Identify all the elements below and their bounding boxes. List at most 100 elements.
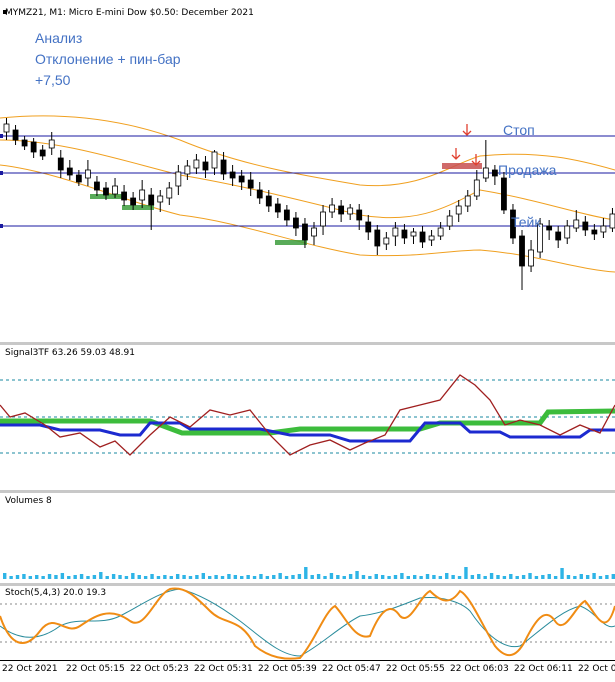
volume-bar [99,572,103,579]
volume-bar [464,567,468,579]
candle-body [437,227,444,237]
volumes-pane[interactable]: Volumes 8 [0,493,615,583]
candle-body [383,237,390,245]
stoch-main-line [0,587,615,660]
volumes-label: Volumes 8 [5,496,52,506]
candle-body [48,139,55,149]
volume-bar [553,576,558,579]
volume-bar [28,576,33,579]
candle-body [84,169,91,179]
candle-body [528,249,534,267]
volume-bar [342,576,346,579]
volume-bar [368,576,372,579]
candle-body [21,139,28,147]
bollinger-upper-band [0,115,615,187]
candle-body [256,189,263,199]
pane-divider-3[interactable] [0,583,615,586]
candle-body [166,187,173,199]
candle-body [293,217,299,229]
price-chart-pane[interactable]: MYMZ21, M1: Micro E-mini Dow $0.50: Dece… [0,0,615,342]
support-zone-3 [275,240,307,245]
candle-body [609,213,615,229]
volume-bar [387,576,391,579]
signal3tf-pane[interactable]: Signal3TF 63.26 59.03 48.91 [0,345,615,490]
volume-bar [150,574,154,579]
signal3tf-svg [0,374,615,456]
candle-body [3,123,10,133]
volume-bar [265,576,270,579]
candle-body [591,229,598,235]
candle-body [573,219,580,229]
volume-bar [336,575,340,579]
candle-body [329,204,335,213]
volume-bar [323,576,327,579]
time-label: 22 Oct 2021 [2,664,58,674]
volume-bar [406,576,410,579]
time-label: 22 Oct 05:15 [66,664,125,674]
candle-body [555,231,562,241]
volume-bar [579,574,583,579]
volume-bar [131,573,135,579]
candle-body [501,177,507,211]
volume-bar [483,576,487,579]
time-label: 22 Oct 06:1 [578,664,615,674]
candle-body [600,225,607,233]
candle-body [130,197,137,206]
candle-body [311,227,317,237]
candle-body [139,189,146,201]
volume-bar [60,573,65,579]
candle-body [302,223,308,241]
volume-bar [496,575,500,579]
volume-bar [400,573,404,579]
candle-body [356,209,363,221]
candle-body [103,187,109,196]
volume-bar [252,576,257,579]
candle-body [274,203,281,213]
candle-body [94,181,100,191]
volume-bar [291,575,295,579]
sell-level-marker [0,171,3,175]
take-label: Тейк [511,214,541,230]
annotation-result: +7,50 [35,72,71,88]
pane-divider-2[interactable] [0,490,615,493]
volume-bar [361,575,366,579]
volume-bar [413,575,417,579]
volume-bar [284,576,289,579]
volume-bar [566,575,571,579]
volume-bar [521,575,526,579]
volume-bar [374,574,378,579]
volume-bar [611,574,615,579]
volume-bar [105,576,109,579]
resistance-zone [442,163,482,169]
time-label: 22 Oct 05:39 [258,664,317,674]
volume-bar [208,576,212,579]
support-zone-2 [122,205,154,210]
candle-body [193,159,200,169]
pane-divider[interactable] [0,342,615,345]
symbol-marker-icon [3,10,7,14]
volume-bar [451,575,455,579]
candle-body [247,179,254,189]
volume-bar [534,576,539,579]
stoch-pane[interactable]: Stoch(5,4,3) 20.0 19.3 [0,586,615,660]
stoch-svg [0,587,615,660]
sell-arrows [451,124,481,166]
volume-bar [214,575,218,579]
volume-bar [73,575,77,579]
volume-bar [175,574,180,579]
candle-body [265,195,272,207]
candle-body [455,205,462,215]
volume-bar [188,576,193,579]
volume-bar [9,576,13,579]
volume-bar [297,574,302,579]
candle-body [510,209,516,239]
candle-body [446,215,453,227]
volume-bar [67,576,71,579]
volume-bar [227,574,231,579]
volume-bar [598,576,603,579]
candle-body [238,175,245,183]
candle-body [202,161,209,171]
volume-bar [573,576,577,579]
volume-bar [489,573,494,579]
candle-body [473,179,480,197]
